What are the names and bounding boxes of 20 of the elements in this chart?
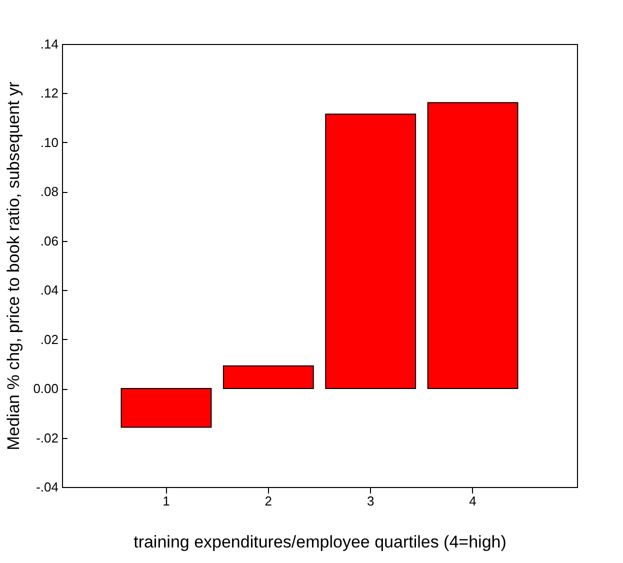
y-tick-label: .04 — [40, 282, 58, 298]
bar — [120, 388, 212, 428]
bar — [222, 365, 314, 390]
x-tick-label: 4 — [469, 494, 476, 508]
y-tick-label: .08 — [40, 184, 58, 200]
y-tick-label: .02 — [40, 332, 58, 347]
y-tick-label: -.02 — [36, 430, 58, 446]
x-tick-label: 2 — [264, 494, 272, 508]
y-axis-title: Median % chg, price to book ratio, subsequent yr — [4, 81, 24, 450]
x-tick-label: 1 — [162, 494, 170, 508]
y-tick-label: .14 — [40, 36, 58, 52]
y-tick-label: -.04 — [36, 480, 58, 494]
x-axis-title: training expenditures/employee quartiles (4=high) — [134, 532, 506, 552]
bar — [325, 114, 416, 390]
x-tick-label: 3 — [366, 494, 374, 508]
y-tick-label: .06 — [40, 233, 58, 248]
y-tick-label: .12 — [40, 86, 58, 101]
y-tick-label: 0.00 — [33, 381, 58, 396]
bar — [427, 102, 518, 390]
y-tick-label: .10 — [40, 134, 58, 150]
